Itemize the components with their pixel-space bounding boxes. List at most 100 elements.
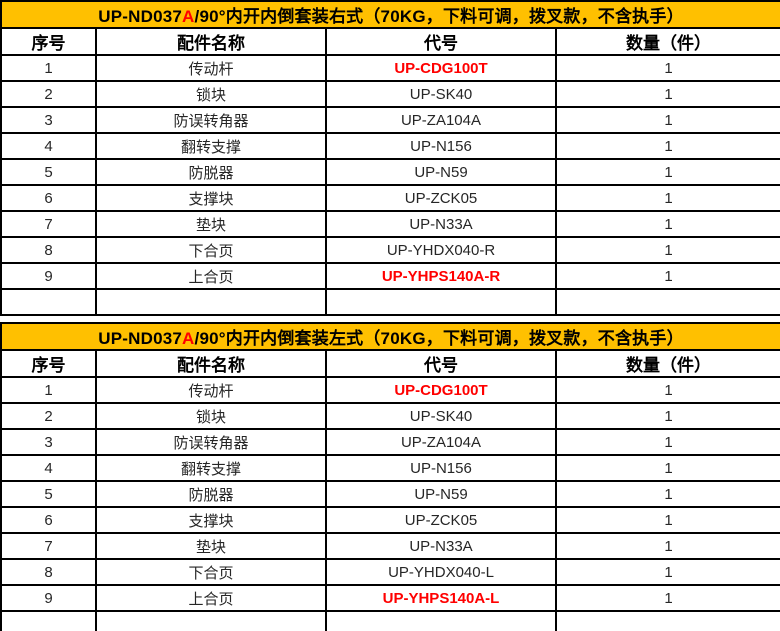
part-name-cell: 支撑块 [95, 184, 327, 212]
row-number-cell: 3 [0, 428, 97, 456]
part-name-cell: 防误转角器 [95, 106, 327, 134]
column-header-row: 序号 配件名称 代号 数量（件） [0, 349, 780, 378]
table-row: 6 支撑块 UP-ZCK05 1 [0, 506, 780, 534]
part-code-cell: UP-N33A [325, 532, 557, 560]
part-code-cell: UP-ZCK05 [325, 506, 557, 534]
part-code-cell: UP-CDG100T [325, 54, 557, 82]
empty-cell [325, 288, 557, 316]
table-title-row: UP-ND037A/90°内开内倒套装左式（70KG，下料可调，拨叉款，不含执手… [0, 322, 780, 351]
part-name-cell: 垫块 [95, 210, 327, 238]
row-number-cell: 9 [0, 262, 97, 290]
title-red-letter: A [182, 7, 195, 26]
empty-cell [325, 610, 557, 631]
part-code-cell: UP-SK40 [325, 80, 557, 108]
col-header-index: 序号 [0, 349, 97, 378]
row-number-cell: 8 [0, 236, 97, 264]
table-row: 9 上合页 UP-YHPS140A-L 1 [0, 584, 780, 612]
quantity-cell: 1 [554, 158, 780, 186]
row-number-cell: 1 [0, 376, 97, 404]
table-row: 7 垫块 UP-N33A 1 [0, 210, 780, 238]
part-name-cell: 防误转角器 [95, 428, 327, 456]
part-code-cell: UP-YHDX040-R [325, 236, 557, 264]
table-row: 7 垫块 UP-N33A 1 [0, 532, 780, 560]
row-number-cell: 4 [0, 454, 97, 482]
part-code-cell: UP-YHPS140A-L [325, 584, 557, 612]
part-name-cell: 防脱器 [95, 158, 327, 186]
title-prefix: UP-ND037 [98, 329, 183, 348]
table-row: 8 下合页 UP-YHDX040-L 1 [0, 558, 780, 586]
table-body: 1 传动杆 UP-CDG100T 1 2 锁块 UP-SK40 1 3 防误转角器 UP-ZA104… [0, 376, 780, 631]
table-row: 9 上合页 UP-YHPS140A-R 1 [0, 262, 780, 290]
part-code-cell: UP-YHDX040-L [325, 558, 557, 586]
table-body: 1 传动杆 UP-CDG100T 1 2 锁块 UP-SK40 1 3 防误转角器 UP-ZA104… [0, 54, 780, 316]
empty-cell [95, 288, 327, 316]
title-suffix: /90°内开内倒套装左式（70KG，下料可调，拨叉款，不含执手） [194, 329, 684, 348]
empty-cell [0, 288, 97, 316]
row-number-cell: 6 [0, 506, 97, 534]
row-number-cell: 3 [0, 106, 97, 134]
row-number-cell: 7 [0, 210, 97, 238]
col-header-part-name: 配件名称 [95, 27, 327, 56]
part-name-cell: 传动杆 [95, 376, 327, 404]
table-row: 2 锁块 UP-SK40 1 [0, 402, 780, 430]
table-row: 4 翻转支撑 UP-N156 1 [0, 132, 780, 160]
table-row: 4 翻转支撑 UP-N156 1 [0, 454, 780, 482]
empty-cell [95, 610, 327, 631]
col-header-code: 代号 [325, 349, 557, 378]
part-name-cell: 传动杆 [95, 54, 327, 82]
part-name-cell: 防脱器 [95, 480, 327, 508]
parts-table-left: UP-ND037A/90°内开内倒套装左式（70KG，下料可调，拨叉款，不含执手… [0, 322, 780, 631]
row-number-cell: 8 [0, 558, 97, 586]
quantity-cell: 1 [554, 210, 780, 238]
part-name-cell: 下合页 [95, 558, 327, 586]
table-title: UP-ND037A/90°内开内倒套装左式（70KG，下料可调，拨叉款，不含执手… [0, 322, 780, 351]
part-name-cell: 上合页 [95, 584, 327, 612]
part-name-cell: 翻转支撑 [95, 454, 327, 482]
part-code-cell: UP-N59 [325, 480, 557, 508]
quantity-cell: 1 [554, 558, 780, 586]
quantity-cell: 1 [554, 236, 780, 264]
empty-row [0, 288, 780, 316]
table-row: 1 传动杆 UP-CDG100T 1 [0, 376, 780, 404]
col-header-quantity: 数量（件） [554, 27, 780, 56]
row-number-cell: 7 [0, 532, 97, 560]
title-prefix: UP-ND037 [98, 7, 183, 26]
quantity-cell: 1 [554, 506, 780, 534]
row-number-cell: 6 [0, 184, 97, 212]
empty-cell [0, 610, 97, 631]
part-name-cell: 下合页 [95, 236, 327, 264]
row-number-cell: 5 [0, 158, 97, 186]
quantity-cell: 1 [554, 428, 780, 456]
row-number-cell: 2 [0, 80, 97, 108]
row-number-cell: 2 [0, 402, 97, 430]
empty-cell [554, 610, 780, 631]
part-code-cell: UP-ZA104A [325, 106, 557, 134]
quantity-cell: 1 [554, 106, 780, 134]
table-row: 5 防脱器 UP-N59 1 [0, 480, 780, 508]
part-name-cell: 上合页 [95, 262, 327, 290]
table-row: 5 防脱器 UP-N59 1 [0, 158, 780, 186]
part-code-cell: UP-N156 [325, 454, 557, 482]
empty-cell [554, 288, 780, 316]
part-name-cell: 锁块 [95, 80, 327, 108]
row-number-cell: 1 [0, 54, 97, 82]
row-number-cell: 5 [0, 480, 97, 508]
col-header-code: 代号 [325, 27, 557, 56]
table-row: 1 传动杆 UP-CDG100T 1 [0, 54, 780, 82]
quantity-cell: 1 [554, 402, 780, 430]
part-code-cell: UP-ZA104A [325, 428, 557, 456]
col-header-part-name: 配件名称 [95, 349, 327, 378]
table-row: 6 支撑块 UP-ZCK05 1 [0, 184, 780, 212]
part-code-cell: UP-CDG100T [325, 376, 557, 404]
part-name-cell: 翻转支撑 [95, 132, 327, 160]
quantity-cell: 1 [554, 184, 780, 212]
table-row: 3 防误转角器 UP-ZA104A 1 [0, 106, 780, 134]
part-code-cell: UP-YHPS140A-R [325, 262, 557, 290]
quantity-cell: 1 [554, 454, 780, 482]
part-code-cell: UP-N156 [325, 132, 557, 160]
quantity-cell: 1 [554, 480, 780, 508]
part-code-cell: UP-SK40 [325, 402, 557, 430]
title-suffix: /90°内开内倒套装右式（70KG，下料可调，拨叉款，不含执手） [194, 7, 684, 26]
quantity-cell: 1 [554, 80, 780, 108]
